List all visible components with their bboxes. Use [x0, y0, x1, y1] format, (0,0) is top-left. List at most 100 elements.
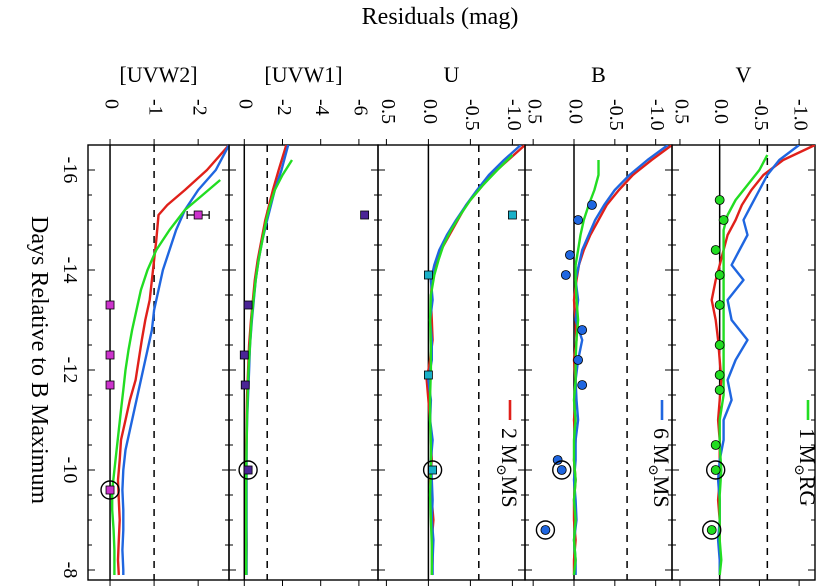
data-point: [714, 340, 725, 350]
data-point: [243, 300, 253, 310]
panel-frame: [524, 144, 673, 581]
data-point: [240, 380, 250, 390]
data-point: [193, 210, 203, 220]
series-line-green: [428, 154, 514, 575]
data-point: [105, 350, 115, 360]
data-point: [573, 215, 583, 225]
data-point: [105, 380, 115, 390]
data-point: [573, 355, 583, 365]
x-axis-label: Days Relative to B Maximum: [26, 216, 52, 504]
series-line-red: [244, 145, 288, 575]
value-tick-label: 0: [100, 99, 122, 109]
series-line-red: [572, 145, 672, 575]
legend-entry: 6 M⊙MS: [645, 400, 674, 508]
value-tick-label: 0.5: [377, 99, 399, 124]
data-point: [577, 380, 588, 390]
panel-label: U: [444, 62, 460, 87]
data-point: [710, 245, 721, 255]
data-point: [560, 270, 571, 280]
legend-label: 6 M⊙MS: [645, 428, 674, 508]
value-tick-label: 0: [235, 99, 257, 109]
series-line-green: [244, 159, 294, 575]
legend-label: 1 M⊙RG: [791, 428, 820, 506]
value-tick-label: -0.5: [750, 99, 772, 131]
series-line-red: [116, 145, 229, 576]
value-tick-label: -0.5: [461, 99, 483, 131]
series-line-blue: [121, 145, 229, 575]
data-point: [243, 465, 253, 475]
panel-label: [UVW2]: [119, 62, 197, 87]
highlight-ring: [552, 460, 572, 480]
value-tick-label: -1: [145, 99, 167, 116]
panel-label: B: [591, 62, 606, 87]
panel-v: 0.5 0.0 -0.5 -1.0 V: [670, 62, 816, 586]
panel-frame: [87, 144, 230, 581]
highlight-ring: [422, 460, 443, 480]
value-tick-label: -6: [349, 99, 371, 116]
data-point: [423, 270, 433, 280]
data-point: [423, 370, 433, 380]
data-point: [577, 325, 588, 335]
data-point: [714, 370, 725, 380]
series-line-green: [110, 179, 221, 575]
day-tick-label: -16: [59, 157, 81, 184]
highlight-ring: [238, 460, 258, 480]
value-tick-label: -2: [273, 99, 295, 116]
panel-frame: [377, 144, 526, 581]
value-tick-label: -4: [311, 99, 333, 116]
panel-uvw1: 0 -2 -4 -6 [UVW1]: [228, 62, 379, 586]
value-tick-label: 0.5: [670, 99, 692, 124]
data-point: [105, 300, 115, 310]
panel-b: 0.5 0.0 -0.5 -1.0 B: [524, 62, 673, 586]
highlight-ring: [702, 520, 722, 540]
data-point: [714, 270, 725, 280]
data-point: [552, 455, 563, 465]
value-tick-label: 0.0: [419, 99, 441, 124]
data-point: [428, 465, 438, 475]
value-tick-label: 0.0: [564, 99, 586, 124]
highlight-ring: [705, 460, 726, 480]
series-line-blue: [572, 145, 669, 575]
data-point: [105, 485, 115, 495]
series-line-blue: [427, 145, 522, 575]
data-point: [718, 215, 729, 225]
value-tick-label: 0.0: [710, 99, 732, 124]
value-tick-label: -1.0: [503, 99, 525, 131]
data-point: [714, 300, 725, 310]
data-point: [714, 195, 725, 205]
legend-entry: 1 M⊙RG: [791, 400, 820, 506]
day-tick-label: -10: [59, 457, 81, 484]
highlight-ring: [100, 480, 120, 500]
data-point: [710, 465, 721, 475]
panel-uvw2: 0 -1 -2 [UVW2]: [87, 62, 230, 586]
value-tick-label: -1.0: [646, 99, 668, 131]
value-tick-label: -2: [189, 99, 211, 116]
value-tick-label: -0.5: [605, 99, 627, 131]
data-point: [714, 385, 725, 395]
series-line-green: [718, 154, 769, 576]
value-tick-label: -1.0: [790, 99, 812, 131]
panel-frame: [671, 144, 816, 581]
legend-label: 2 M⊙MS: [493, 428, 522, 508]
day-tick-label: -14: [59, 257, 81, 284]
data-point: [710, 440, 721, 450]
data-point: [540, 525, 551, 535]
data-point: [706, 525, 717, 535]
value-tick-label: 0.5: [524, 99, 546, 124]
legend: 1 M⊙RG 6 M⊙MS 2 M⊙MS: [493, 400, 820, 508]
day-tick-label: -12: [59, 357, 81, 384]
legend-entry: 2 M⊙MS: [493, 400, 522, 508]
panels-group: 0 -1 -2[UVW2]0 -2 -4 -6[UVW1]0.5 0.0 -0.5 -1.0U0…: [59, 62, 816, 586]
data-point: [360, 210, 370, 220]
chart-title: Residuals (mag): [362, 4, 519, 30]
data-point: [565, 250, 575, 260]
series-line-red: [425, 145, 525, 576]
data-point: [556, 465, 567, 475]
data-point: [507, 210, 517, 220]
panel-frame: [228, 144, 379, 581]
series-line-red: [710, 145, 815, 575]
highlight-ring: [535, 520, 556, 540]
data-point: [239, 350, 249, 360]
data-point: [587, 200, 597, 210]
